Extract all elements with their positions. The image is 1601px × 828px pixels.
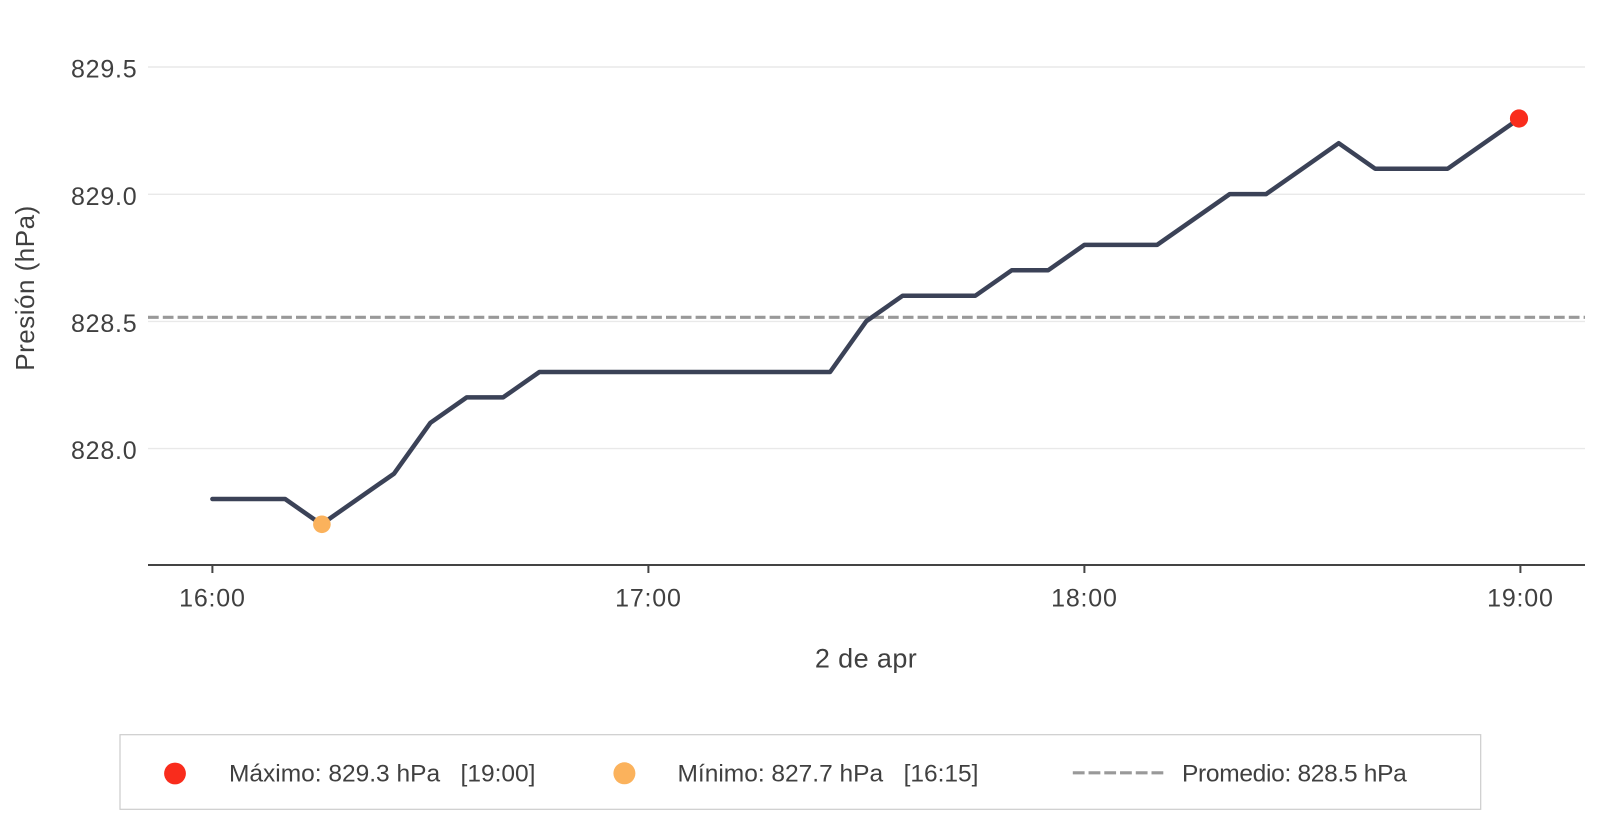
- svg-text:2 de apr: 2 de apr: [815, 644, 917, 674]
- svg-text:17:00: 17:00: [615, 585, 682, 613]
- svg-text:829.5: 829.5: [71, 56, 138, 84]
- svg-text:828.0: 828.0: [71, 437, 138, 465]
- svg-text:Mínimo: 827.7 hPa [16:15]: Mínimo: 827.7 hPa [16:15]: [678, 761, 979, 788]
- svg-text:829.0: 829.0: [71, 183, 138, 211]
- svg-text:Promedio: 828.5 hPa: Promedio: 828.5 hPa: [1182, 761, 1407, 788]
- svg-text:Presión (hPa): Presión (hPa): [10, 205, 40, 370]
- svg-text:828.5: 828.5: [71, 310, 138, 338]
- svg-text:18:00: 18:00: [1051, 585, 1118, 613]
- svg-text:Máximo: 829.3 hPa [19:00]: Máximo: 829.3 hPa [19:00]: [229, 761, 535, 788]
- svg-text:16:00: 16:00: [179, 585, 246, 613]
- svg-text:19:00: 19:00: [1487, 585, 1554, 613]
